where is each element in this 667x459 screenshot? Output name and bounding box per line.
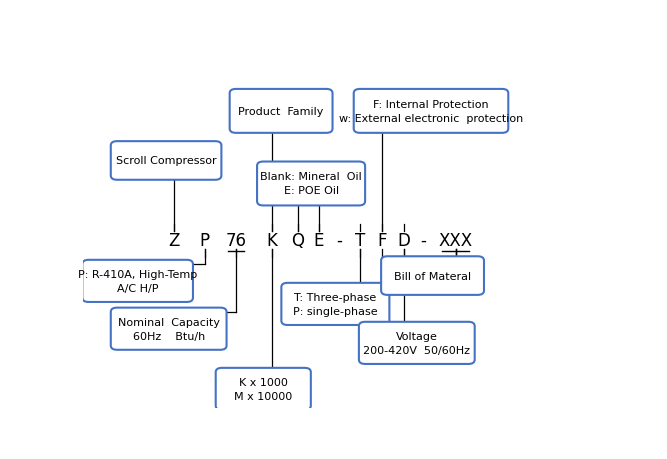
Text: 76: 76 xyxy=(225,232,246,250)
FancyBboxPatch shape xyxy=(359,322,475,364)
Text: -: - xyxy=(421,232,426,250)
Text: Nominal  Capacity
60Hz    Btu/h: Nominal Capacity 60Hz Btu/h xyxy=(117,317,219,341)
Text: K x 1000
M x 10000: K x 1000 M x 10000 xyxy=(234,377,292,401)
Text: P: R-410A, High-Temp
A/C H/P: P: R-410A, High-Temp A/C H/P xyxy=(78,269,197,293)
Text: T: T xyxy=(355,232,365,250)
FancyBboxPatch shape xyxy=(111,308,227,350)
Text: T: Three-phase
P: single-phase: T: Three-phase P: single-phase xyxy=(293,292,378,316)
FancyBboxPatch shape xyxy=(215,368,311,410)
Text: XXX: XXX xyxy=(438,232,473,250)
Text: Product  Family: Product Family xyxy=(238,106,323,117)
Text: Z: Z xyxy=(168,232,179,250)
FancyBboxPatch shape xyxy=(354,90,508,134)
Text: Scroll Compressor: Scroll Compressor xyxy=(116,156,216,166)
FancyBboxPatch shape xyxy=(82,260,193,302)
FancyBboxPatch shape xyxy=(257,162,365,206)
Text: K: K xyxy=(267,232,277,250)
Text: Q: Q xyxy=(291,232,304,250)
Text: Voltage
200-420V  50/60Hz: Voltage 200-420V 50/60Hz xyxy=(364,331,470,355)
Text: -: - xyxy=(336,232,342,250)
FancyBboxPatch shape xyxy=(111,142,221,180)
FancyBboxPatch shape xyxy=(381,257,484,295)
Text: D: D xyxy=(398,232,410,250)
Text: P: P xyxy=(200,232,210,250)
Text: F: F xyxy=(378,232,387,250)
FancyBboxPatch shape xyxy=(229,90,333,134)
FancyBboxPatch shape xyxy=(281,283,390,325)
Text: Bill of Materal: Bill of Materal xyxy=(394,271,471,281)
Text: Blank: Mineral  Oil
E: POE Oil: Blank: Mineral Oil E: POE Oil xyxy=(260,172,362,196)
Text: F: Internal Protection
w: External electronic  protection: F: Internal Protection w: External elect… xyxy=(339,100,523,123)
Text: E: E xyxy=(313,232,323,250)
